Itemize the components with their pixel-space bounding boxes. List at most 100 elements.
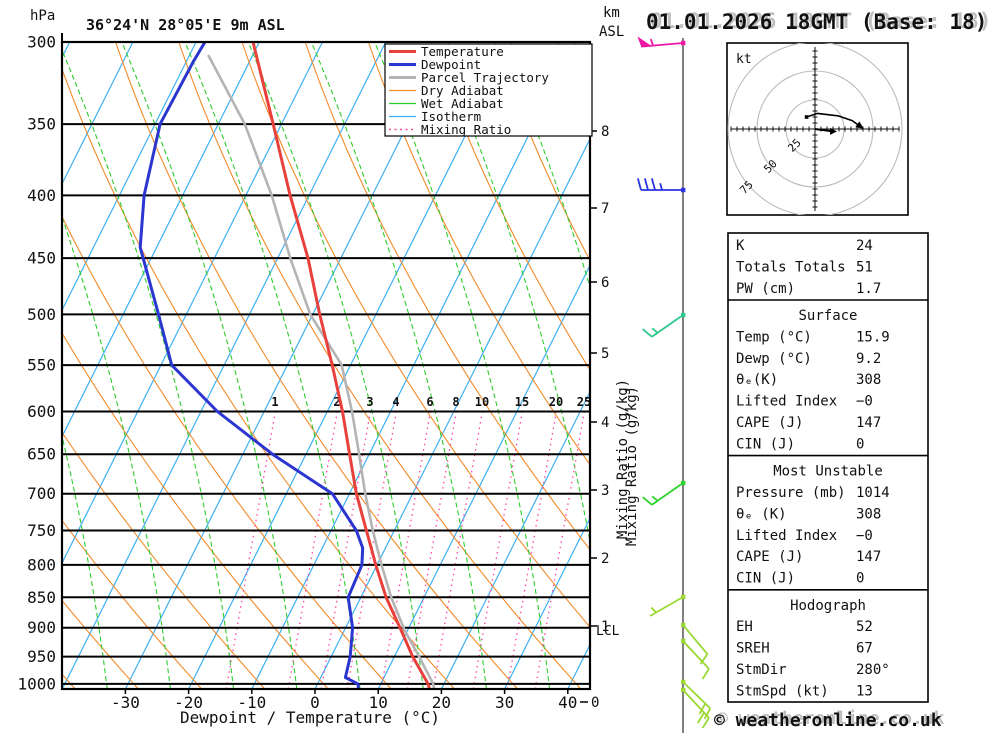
wind-barb-half-tick [652, 328, 657, 332]
pressure-tick-label: 500 [27, 305, 56, 324]
table-row-label: Lifted Index [736, 394, 837, 410]
wind-barb-full-tick [638, 178, 641, 190]
km-tick-label: 2 [601, 551, 609, 567]
mixing-ratio-line [288, 408, 338, 689]
table-row-label: PW (cm) [736, 281, 795, 297]
km-tick-label: 3 [601, 483, 609, 499]
mixing-ratio-value-label: 20 [549, 395, 563, 409]
pressure-tick-label: 450 [27, 249, 56, 268]
pressure-tick-label: 750 [27, 521, 56, 540]
mixing-ratio-value-label: 6 [426, 395, 433, 409]
pressure-unit-label: hPa [30, 8, 55, 24]
table-row-label: Pressure (mb) [736, 485, 846, 501]
pressure-tick-label: 650 [27, 445, 56, 464]
pressure-tick-label: 700 [27, 484, 56, 503]
pressure-tick-label: 900 [27, 618, 56, 637]
wind-barb-half-tick [651, 608, 656, 613]
table-row-value: 1.7 [856, 281, 881, 297]
km-unit-label: km [603, 5, 620, 21]
mixing-ratio-value-label: 10 [475, 395, 489, 409]
mixing-ratio-line [433, 408, 483, 689]
wind-barb-full-tick [698, 713, 704, 723]
table-row-label: SREH [736, 641, 770, 657]
asl-unit-label: ASL [599, 24, 624, 40]
wind-barb-stem [683, 625, 707, 654]
table-row-label: StmDir [736, 662, 787, 678]
table-row-value: −0 [856, 394, 873, 410]
pressure-tick-label: 950 [27, 647, 56, 666]
wind-barb-full-tick [643, 497, 652, 505]
wind-barb-column [637, 36, 710, 733]
mixing-ratio-line [381, 408, 431, 689]
table-row-value: 147 [856, 549, 881, 565]
temp-axis-title: Dewpoint / Temperature (°C) [180, 708, 440, 727]
km-tick-label: 4 [601, 415, 609, 431]
hodograph-panel: 255075 [727, 42, 908, 216]
km-tick-label: 5 [601, 346, 609, 362]
mixing-ratio-value-label: 8 [452, 395, 459, 409]
mixing-ratio-value-label: 1 [271, 395, 278, 409]
km-tick-label: 6 [601, 275, 609, 291]
mixing-ratio-line [535, 408, 585, 689]
skewt-sounding-page: 3003504004505005506006507007508008509009… [0, 0, 1000, 733]
mixing-ratio-axis-label: Mixing Ratio (g/kg) [624, 386, 640, 546]
wind-barb [681, 680, 710, 719]
table-row-value: 24 [856, 238, 873, 254]
table-row-label: K [736, 238, 745, 254]
wind-barb-full-tick [703, 718, 709, 728]
table-row-value: 280° [856, 662, 890, 678]
table-row-value: 308 [856, 506, 881, 522]
table-row-value: 147 [856, 415, 881, 431]
wind-barb-stem [652, 483, 683, 505]
mixing-ratio-value-label: 15 [515, 395, 529, 409]
wind-barb-pennant [637, 36, 651, 46]
table-row-label: Lifted Index [736, 528, 837, 544]
mixing-ratio-value-label: 3 [366, 395, 373, 409]
table-row-value: 0 [856, 436, 864, 452]
table-section-header: Hodograph [790, 598, 866, 614]
wind-barb-half-tick [660, 183, 662, 190]
pressure-tick-label: 800 [27, 555, 56, 574]
temp-tick-label: 30 [495, 693, 514, 712]
indices-table: K24Totals Totals51PW (cm)1.7SurfaceTemp … [728, 233, 928, 702]
table-row-label: CIN (J) [736, 571, 795, 587]
dry-adiabat-line [0, 42, 12, 689]
table-row-value: 13 [856, 683, 873, 699]
pressure-tick-label: 400 [27, 186, 56, 205]
lcl-marker-label: LCL [596, 624, 620, 639]
km-tick-label: 7 [601, 201, 609, 217]
wind-barb [637, 36, 685, 46]
wind-barb-half-tick [652, 496, 657, 500]
table-row-label: StmSpd (kt) [736, 683, 829, 699]
table-row-value: 1014 [856, 485, 890, 501]
mixing-ratio-line [507, 408, 557, 689]
pressure-tick-label: 850 [27, 588, 56, 607]
temp-tick-label: 40 [558, 693, 577, 712]
wind-barb-half-tick [651, 39, 653, 46]
wind-barb [643, 481, 686, 505]
table-row-value: 52 [856, 619, 873, 635]
datetime-title: 01.01.2026 18GMT (Base: 18) [646, 10, 987, 34]
temp-tick-label: -30 [111, 693, 140, 712]
table-row-label: Dewp (°C) [736, 351, 812, 367]
table-row-value: 9.2 [856, 351, 881, 367]
pressure-tick-label: 600 [27, 402, 56, 421]
mixing-ratio-value-label: 4 [392, 395, 399, 409]
table-row-label: θₑ(K) [736, 372, 778, 388]
wind-barb [643, 313, 686, 337]
km-tick-label: 0 [591, 695, 599, 711]
table-row-label: EH [736, 619, 753, 635]
mixing-ratio-labels: 12346810152025 [271, 395, 591, 409]
table-row-label: CAPE (J) [736, 549, 803, 565]
table-row-value: 15.9 [856, 329, 890, 345]
km-axis: 876543210 [580, 124, 609, 711]
pressure-tick-label: 300 [27, 32, 56, 51]
table-row-label: Totals Totals [736, 259, 846, 275]
table-row-label: Temp (°C) [736, 329, 812, 345]
hodograph-trace-start-marker [805, 115, 809, 119]
wind-barb [638, 178, 686, 192]
table-row-label: CAPE (J) [736, 415, 803, 431]
pressure-tick-label: 350 [27, 115, 56, 134]
station-title: 36°24'N 28°05'E 9m ASL [86, 16, 285, 34]
wind-barb-stem [683, 641, 709, 669]
